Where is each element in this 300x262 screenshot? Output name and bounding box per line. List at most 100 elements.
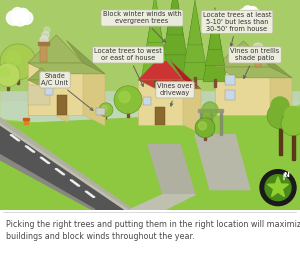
Text: Locate trees to west
or east of house: Locate trees to west or east of house <box>94 48 162 86</box>
Circle shape <box>243 8 257 22</box>
Text: Block winter winds with
evergreen trees: Block winter winds with evergreen trees <box>103 12 182 42</box>
Bar <box>24 119 28 124</box>
Polygon shape <box>28 63 105 74</box>
Bar <box>96 108 105 115</box>
Bar <box>198 109 223 112</box>
Circle shape <box>0 63 20 87</box>
Bar <box>225 75 235 85</box>
Polygon shape <box>138 55 183 80</box>
Bar <box>23 118 29 120</box>
Circle shape <box>119 91 130 103</box>
Text: Picking the right trees and putting them in the right location will maximize the: Picking the right trees and putting them… <box>6 220 300 241</box>
Text: Vines over
driveway: Vines over driveway <box>158 83 193 106</box>
Circle shape <box>42 31 49 39</box>
Polygon shape <box>28 80 68 87</box>
Circle shape <box>195 118 215 138</box>
Bar <box>210 110 212 135</box>
Polygon shape <box>83 63 105 126</box>
Text: Vines on trellis
shade patio: Vines on trellis shade patio <box>230 48 280 78</box>
Polygon shape <box>40 157 50 163</box>
Polygon shape <box>130 195 195 210</box>
Bar <box>45 87 53 95</box>
Bar <box>220 110 222 135</box>
Bar <box>57 95 67 115</box>
Polygon shape <box>48 72 68 87</box>
Circle shape <box>248 7 258 16</box>
Polygon shape <box>270 67 292 126</box>
Polygon shape <box>85 191 95 197</box>
Bar <box>17 79 19 84</box>
Polygon shape <box>163 0 187 55</box>
Polygon shape <box>67 40 105 74</box>
Circle shape <box>281 112 300 136</box>
Polygon shape <box>188 0 202 45</box>
Polygon shape <box>25 146 35 152</box>
Polygon shape <box>148 145 195 195</box>
Polygon shape <box>55 169 65 175</box>
Polygon shape <box>53 80 68 122</box>
Bar <box>155 107 165 125</box>
Text: Shade
A/C Unit: Shade A/C Unit <box>41 73 93 110</box>
Bar <box>154 77 156 86</box>
Polygon shape <box>208 7 222 50</box>
Bar <box>204 137 206 140</box>
Polygon shape <box>138 80 183 125</box>
Bar <box>292 124 295 160</box>
Polygon shape <box>28 80 53 115</box>
Polygon shape <box>10 135 20 141</box>
Polygon shape <box>70 180 80 186</box>
Polygon shape <box>0 0 300 140</box>
Bar <box>278 116 281 155</box>
Circle shape <box>20 12 33 24</box>
Polygon shape <box>0 0 300 100</box>
Polygon shape <box>195 135 250 190</box>
Bar <box>225 90 235 100</box>
Polygon shape <box>0 155 95 210</box>
Text: N: N <box>283 172 289 178</box>
Polygon shape <box>184 3 206 62</box>
Bar <box>214 79 216 87</box>
Bar <box>174 72 176 81</box>
Bar <box>255 53 261 67</box>
Circle shape <box>12 10 28 26</box>
Polygon shape <box>0 110 300 210</box>
Circle shape <box>253 43 263 53</box>
Polygon shape <box>0 0 300 90</box>
Circle shape <box>99 103 113 117</box>
Bar <box>194 77 196 85</box>
Polygon shape <box>215 41 270 67</box>
Circle shape <box>6 11 21 25</box>
Polygon shape <box>203 17 227 82</box>
Circle shape <box>250 9 261 20</box>
Bar <box>143 97 151 105</box>
Polygon shape <box>169 59 201 89</box>
Text: Locate trees at least
5-10' but less than
30-50' from house: Locate trees at least 5-10' but less tha… <box>203 12 271 46</box>
Polygon shape <box>167 0 183 35</box>
Polygon shape <box>28 35 83 63</box>
Polygon shape <box>28 68 53 80</box>
Polygon shape <box>254 46 292 78</box>
Bar <box>7 86 9 90</box>
Circle shape <box>12 8 24 20</box>
Circle shape <box>114 86 142 114</box>
Polygon shape <box>206 10 225 66</box>
Circle shape <box>18 8 29 20</box>
Circle shape <box>0 68 10 77</box>
Circle shape <box>101 106 107 111</box>
Polygon shape <box>141 5 169 80</box>
Circle shape <box>285 106 300 123</box>
Bar <box>127 113 129 117</box>
Polygon shape <box>28 63 83 115</box>
Circle shape <box>44 27 50 33</box>
Circle shape <box>0 44 36 80</box>
Polygon shape <box>215 67 292 78</box>
Circle shape <box>202 102 218 118</box>
Polygon shape <box>160 0 190 75</box>
Bar <box>40 44 47 62</box>
Circle shape <box>6 51 21 66</box>
Polygon shape <box>183 80 201 134</box>
Polygon shape <box>0 105 300 210</box>
Circle shape <box>199 122 206 130</box>
Polygon shape <box>144 0 166 61</box>
Polygon shape <box>0 122 130 210</box>
